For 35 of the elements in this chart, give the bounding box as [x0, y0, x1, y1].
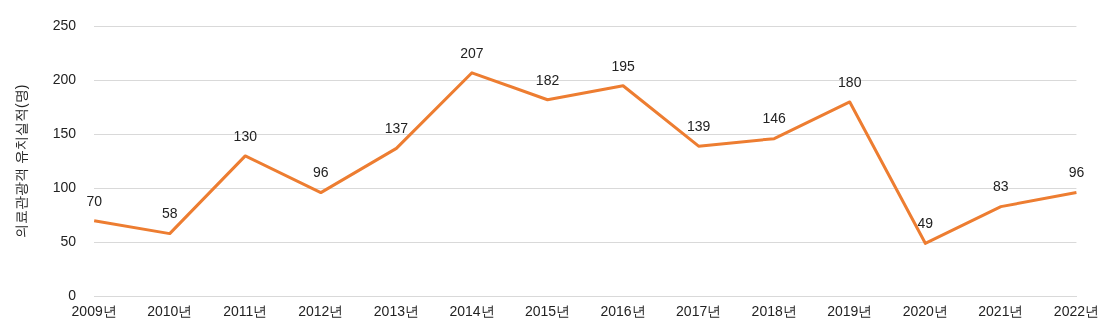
data-label: 130	[233, 127, 258, 144]
y-tick-label: 200	[52, 71, 77, 88]
y-tick-label: 150	[52, 125, 77, 142]
x-tick-label: 2013년	[373, 303, 419, 320]
data-label: 182	[535, 71, 560, 88]
data-label: 139	[686, 118, 711, 135]
x-tick-label: 2017년	[676, 303, 722, 320]
x-tick-label: 2019년	[827, 303, 873, 320]
x-tick-label: 2010년	[147, 303, 193, 320]
x-tick-label: 2016년	[600, 303, 646, 320]
data-label: 70	[86, 192, 103, 209]
x-tick-label: 2020년	[902, 303, 948, 320]
data-label: 207	[460, 44, 484, 61]
y-tick-label: 50	[60, 233, 77, 250]
x-tick-label: 2021년	[978, 303, 1024, 320]
data-label: 137	[384, 120, 409, 137]
y-tick-label: 250	[52, 17, 77, 34]
x-tick-label: 2015년	[524, 303, 571, 320]
data-label: 96	[313, 164, 329, 181]
data-label: 83	[993, 178, 1009, 195]
data-label: 195	[611, 57, 635, 74]
data-label: 49	[917, 215, 934, 232]
x-tick-label: 2011년	[223, 303, 268, 320]
y-tick-label: 100	[52, 179, 77, 196]
data-label: 180	[838, 73, 862, 90]
data-label: 146	[762, 110, 787, 127]
x-tick-label: 2012년	[298, 303, 344, 320]
y-tick-label: 0	[68, 287, 77, 304]
x-tick-label: 2014년	[449, 303, 495, 320]
y-axis-title: 의료관광객 유치실적(명)	[13, 84, 30, 238]
x-tick-label: 2022년	[1053, 303, 1100, 320]
x-tick-label: 2018년	[751, 303, 797, 320]
data-label: 96	[1068, 164, 1085, 181]
data-label: 58	[161, 205, 178, 222]
x-tick-label: 2009년	[71, 303, 117, 320]
